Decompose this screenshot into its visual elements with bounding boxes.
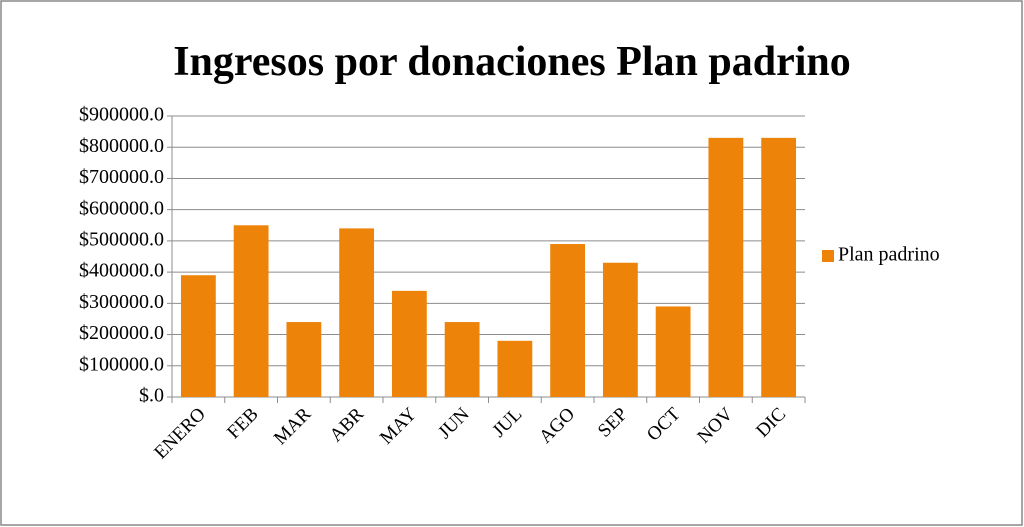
y-tick-label: $700000.0 (79, 166, 164, 188)
bar (391, 290, 427, 397)
chart-title: Ingresos por donaciones Plan padrino (173, 39, 851, 85)
bar (497, 340, 533, 397)
bar (286, 322, 322, 397)
bar (602, 262, 638, 397)
bar (655, 306, 691, 397)
bar (761, 137, 797, 397)
y-tick-label: $200000.0 (79, 322, 164, 344)
y-tick-label: $600000.0 (79, 197, 164, 219)
y-tick-label: $400000.0 (79, 260, 164, 282)
bar (708, 137, 744, 397)
y-tick-label: $300000.0 (79, 291, 164, 313)
y-tick-label: $.0 (139, 385, 164, 407)
bar (180, 275, 216, 397)
legend-label: Plan padrino (838, 244, 940, 266)
bar (339, 228, 375, 397)
y-tick-label: $900000.0 (79, 104, 164, 126)
legend-swatch (822, 250, 834, 262)
y-tick-label: $100000.0 (79, 353, 164, 375)
y-tick-label: $500000.0 (79, 228, 164, 250)
bar (233, 225, 269, 397)
bar (550, 244, 586, 397)
bar (444, 322, 480, 397)
y-tick-label: $800000.0 (79, 135, 164, 157)
